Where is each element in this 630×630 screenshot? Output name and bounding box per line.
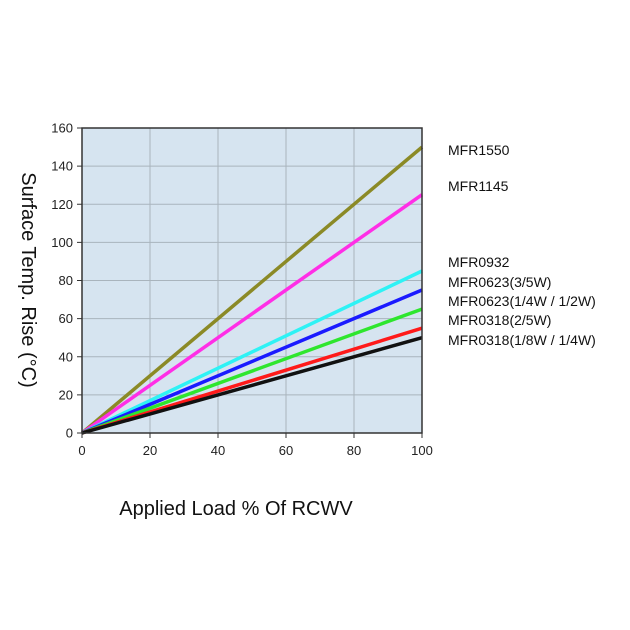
y-tick-label: 160 bbox=[51, 121, 73, 136]
x-tick-label: 20 bbox=[143, 443, 157, 458]
x-tick-label: 60 bbox=[279, 443, 293, 458]
series-line bbox=[81, 288, 423, 435]
series-lines bbox=[80, 145, 424, 435]
legend-entry: MFR0623(1/4W / 1/2W) bbox=[448, 293, 596, 309]
y-axis-ticks: 0 20 40 60 80 100 120 140 160 bbox=[51, 121, 82, 441]
legend-entry: MFR1550 bbox=[448, 142, 510, 158]
x-tick-label: 40 bbox=[211, 443, 225, 458]
series-line bbox=[81, 269, 423, 435]
y-tick-label: 120 bbox=[51, 197, 73, 212]
x-axis-label: Applied Load % Of RCWV bbox=[119, 498, 353, 520]
y-tick-label: 40 bbox=[59, 349, 73, 364]
x-axis-ticks: 0 20 40 60 80 100 bbox=[78, 433, 433, 458]
x-tick-label: 80 bbox=[347, 443, 361, 458]
grid-lines bbox=[82, 128, 422, 433]
legend-entry: MFR1145 bbox=[448, 178, 509, 194]
y-tick-label: 80 bbox=[59, 273, 73, 288]
y-axis-label: Surface Temp. Rise (°C) bbox=[17, 172, 39, 387]
series-line bbox=[80, 145, 424, 435]
y-tick-label: 20 bbox=[59, 387, 73, 402]
legend-entry: MFR0318(2/5W) bbox=[448, 312, 551, 328]
y-tick-label: 140 bbox=[51, 159, 73, 174]
series-line bbox=[81, 336, 423, 435]
y-tick-label: 60 bbox=[59, 311, 73, 326]
x-tick-label: 100 bbox=[411, 443, 433, 458]
y-tick-label: 100 bbox=[51, 235, 73, 250]
series-line bbox=[81, 307, 423, 435]
legend: MFR1550 MFR1145 MFR0932 MFR0623(3/5W) MFR062… bbox=[448, 142, 596, 348]
legend-entry: MFR0318(1/8W / 1/4W) bbox=[448, 332, 596, 348]
y-tick-label: 0 bbox=[66, 426, 73, 441]
legend-entry: MFR0932 bbox=[448, 254, 510, 270]
x-tick-label: 0 bbox=[78, 443, 85, 458]
series-line bbox=[80, 193, 424, 435]
legend-entry: MFR0623(3/5W) bbox=[448, 274, 551, 290]
